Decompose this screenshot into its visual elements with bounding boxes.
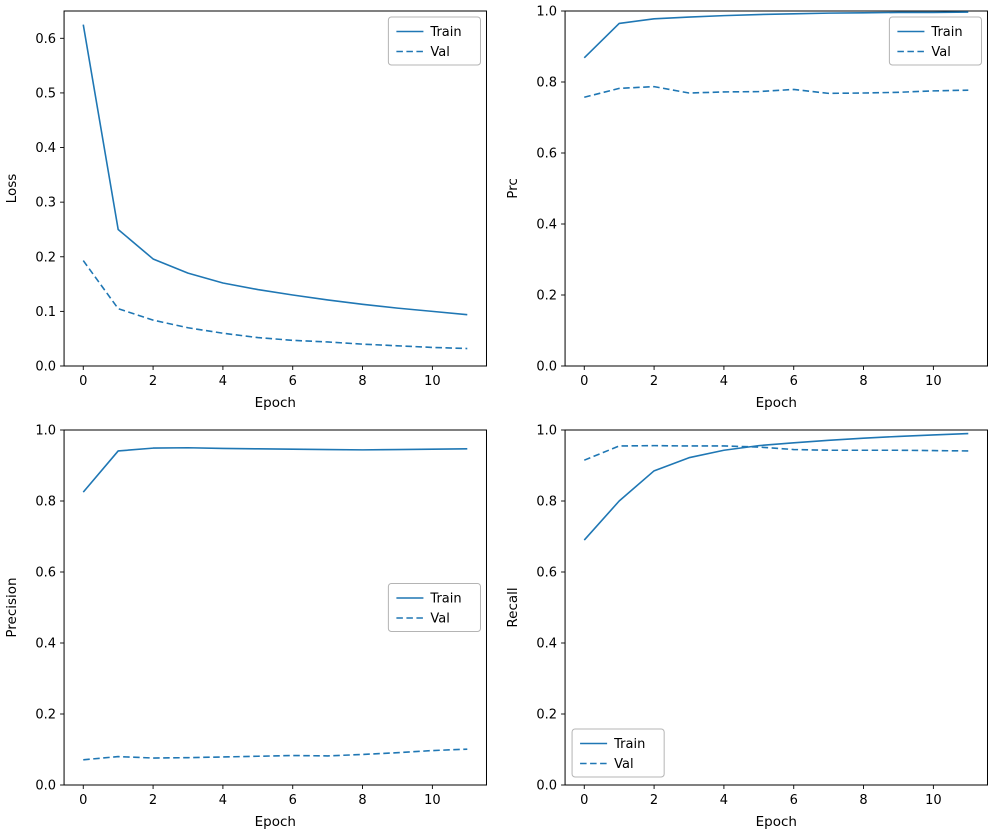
x-tick-label: 8 — [358, 793, 366, 808]
train-line — [583, 432, 968, 541]
train-line — [583, 11, 968, 59]
y-tick-label: 0.6 — [35, 32, 56, 47]
y-tick-label: 0.4 — [536, 218, 557, 233]
legend: Train Val — [888, 16, 982, 66]
x-tick-label: 6 — [789, 374, 797, 389]
legend-train-label: Train — [429, 592, 461, 607]
y-tick-label: 0.1 — [35, 305, 56, 320]
y-tick-label: 0.2 — [35, 708, 56, 723]
x-tick-label: 2 — [649, 793, 657, 808]
y-tick-label: 0.3 — [35, 196, 56, 211]
y-tick-label: 0.8 — [536, 495, 557, 510]
x-tick-label: 2 — [149, 793, 157, 808]
x-tick-label: 0 — [580, 793, 588, 808]
x-axis-label: Epoch — [755, 395, 796, 411]
train-line — [82, 446, 468, 493]
x-tick-label: 0 — [79, 374, 87, 389]
prc-chart: 0 2 4 6 8 10 0.0 0.2 0.4 0.6 0.8 1.0 Epoch Prc Train Va… — [505, 5, 988, 411]
chart-cell-prc: 0 2 4 6 8 10 0.0 0.2 0.4 0.6 0.8 1.0 Epoch Prc Train Va… — [501, 0, 1001, 419]
legend-val-label: Val — [430, 612, 449, 627]
x-tick-label: 2 — [649, 374, 657, 389]
val-line — [83, 748, 468, 761]
legend-train-label: Train — [930, 25, 962, 40]
x-tick-label: 10 — [424, 793, 441, 808]
y-tick-label: 0.4 — [35, 637, 56, 652]
y-tick-label: 1.0 — [35, 424, 56, 439]
y-tick-label: 0.4 — [536, 637, 557, 652]
x-tick-label: 10 — [424, 374, 441, 389]
y-tick-label: 0.2 — [536, 708, 557, 723]
legend-box — [571, 728, 665, 778]
legend-box — [888, 16, 982, 66]
chart-cell-loss: 0 2 4 6 8 10 0.0 0.1 0.2 0.3 0.4 0.5 0.6 Epoch Loss Tra… — [0, 0, 501, 419]
legend-box — [387, 583, 481, 632]
y-tick-label: 0.0 — [536, 360, 557, 375]
y-tick-label: 0.6 — [536, 566, 557, 581]
x-axis-label: Epoch — [255, 814, 296, 830]
y-tick-label: 0.6 — [35, 566, 56, 581]
x-tick-label: 4 — [719, 793, 727, 808]
x-tick-label: 4 — [219, 793, 227, 808]
legend: Train Val — [387, 16, 481, 66]
y-tick-label: 1.0 — [536, 424, 557, 439]
y-tick-label: 0.6 — [536, 147, 557, 162]
x-tick-label: 4 — [219, 374, 227, 389]
x-axis-label: Epoch — [255, 395, 296, 411]
y-tick-label: 0.5 — [35, 86, 56, 101]
plot-border — [564, 10, 988, 367]
val-line — [583, 444, 968, 461]
legend-train-label: Train — [613, 737, 645, 752]
legend-val-label: Val — [430, 45, 449, 60]
recall-chart: 0 2 4 6 8 10 0.0 0.2 0.4 0.6 0.8 1.0 Epoch Recall Trai… — [505, 424, 988, 830]
x-tick-label: 2 — [149, 374, 157, 389]
y-tick-label: 0.0 — [35, 360, 56, 375]
train-line — [82, 24, 468, 316]
x-tick-label: 10 — [925, 793, 942, 808]
val-line — [583, 85, 968, 99]
y-tick-label: 0.0 — [536, 779, 557, 794]
legend-val-label: Val — [931, 45, 950, 60]
plot-border — [63, 10, 487, 367]
x-tick-label: 6 — [289, 374, 297, 389]
y-axis-label: Prc — [505, 178, 521, 199]
loss-chart: 0 2 4 6 8 10 0.0 0.1 0.2 0.3 0.4 0.5 0.6 Epoch Loss Tra… — [4, 10, 487, 411]
y-axis-label: Loss — [4, 174, 20, 204]
x-axis-label: Epoch — [755, 814, 796, 830]
y-tick-label: 0.2 — [536, 289, 557, 304]
x-tick-label: 8 — [859, 793, 867, 808]
y-axis-label: Precision — [4, 577, 20, 637]
legend-val-label: Val — [614, 757, 633, 772]
y-tick-label: 0.4 — [35, 141, 56, 156]
x-tick-label: 0 — [580, 374, 588, 389]
legend-train-label: Train — [429, 25, 461, 40]
y-tick-label: 0.8 — [536, 76, 557, 91]
legend: Train Val — [387, 583, 481, 632]
x-tick-label: 6 — [789, 793, 797, 808]
y-tick-label: 0.2 — [35, 250, 56, 265]
plot-border — [63, 429, 487, 786]
x-tick-label: 0 — [79, 793, 87, 808]
x-tick-label: 8 — [859, 374, 867, 389]
val-line — [82, 260, 468, 350]
x-tick-label: 10 — [925, 374, 942, 389]
plot-border — [564, 429, 988, 786]
x-tick-label: 8 — [358, 374, 366, 389]
y-tick-label: 0.8 — [35, 495, 56, 510]
chart-cell-precision: 0 2 4 6 8 10 0.0 0.2 0.4 0.6 0.8 1.0 Epoch Precision T… — [0, 419, 501, 838]
y-axis-label: Recall — [505, 587, 521, 627]
precision-chart: 0 2 4 6 8 10 0.0 0.2 0.4 0.6 0.8 1.0 Epoch Precision T… — [4, 424, 487, 830]
y-tick-label: 0.0 — [35, 779, 56, 794]
legend-box — [387, 16, 481, 66]
y-tick-label: 1.0 — [536, 5, 557, 20]
x-tick-label: 4 — [719, 374, 727, 389]
chart-cell-recall: 0 2 4 6 8 10 0.0 0.2 0.4 0.6 0.8 1.0 Epoch Recall Trai… — [501, 419, 1001, 838]
legend: Train Val — [571, 728, 665, 778]
x-tick-label: 6 — [289, 793, 297, 808]
